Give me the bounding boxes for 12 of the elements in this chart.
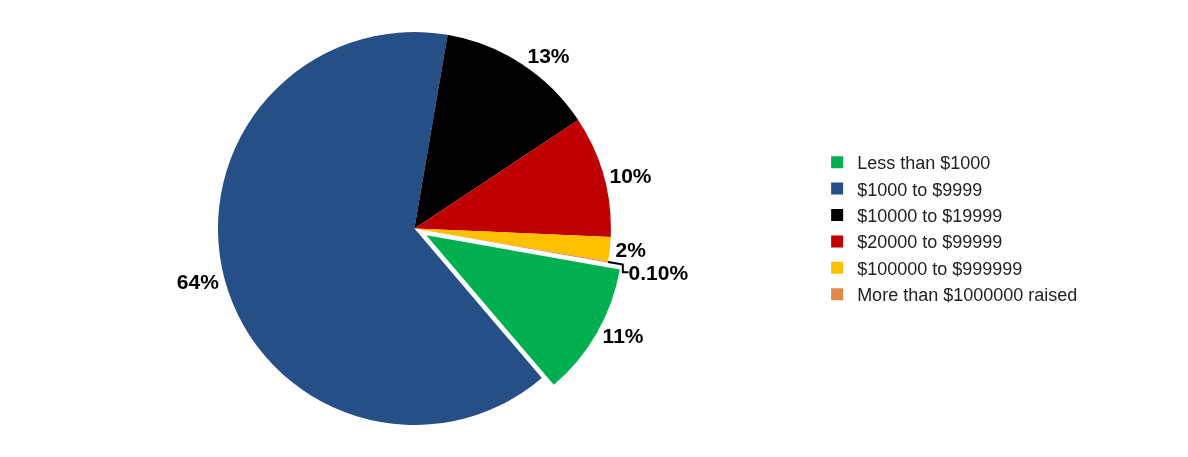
legend-label: $1000 to $9999 bbox=[857, 179, 983, 200]
legend-label: Less than $1000 bbox=[857, 153, 991, 174]
data-label: 13% bbox=[527, 44, 570, 68]
data-label: 2% bbox=[615, 237, 647, 261]
data-label: 10% bbox=[609, 163, 652, 187]
legend-label: $100000 to $999999 bbox=[857, 258, 1023, 279]
data-label: 0.10% bbox=[628, 260, 689, 284]
data-label: 64% bbox=[176, 269, 220, 293]
data-label: 11% bbox=[602, 324, 644, 348]
legend-label: $10000 to $19999 bbox=[857, 206, 1003, 227]
legend-label: $20000 to $99999 bbox=[857, 232, 1003, 253]
legend-label: More than $1000000 raised bbox=[857, 285, 1078, 306]
